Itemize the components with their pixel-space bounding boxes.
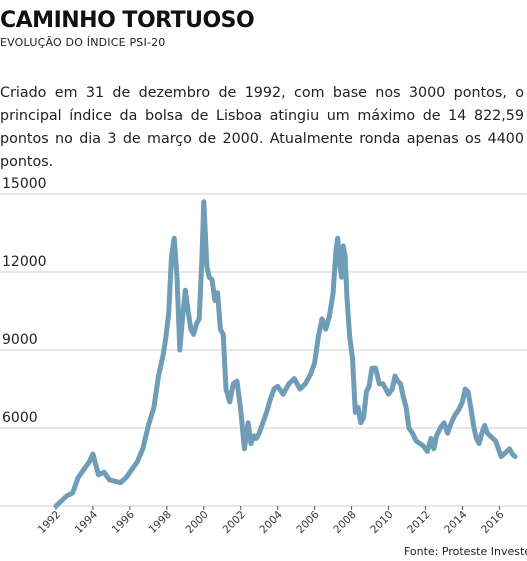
chart-description: Criado em 31 de dezembro de 1992, com ba… xyxy=(0,85,524,170)
series-line xyxy=(53,199,518,509)
y-tick-label: 12000 xyxy=(2,254,47,270)
x-tick-label: 1998 xyxy=(147,509,174,536)
x-tick-label: 1996 xyxy=(110,508,138,536)
x-tick-label: 2004 xyxy=(257,508,285,536)
x-tick-label: 2000 xyxy=(184,509,211,536)
x-tick-label: 2012 xyxy=(405,509,432,536)
series-group xyxy=(53,199,518,509)
x-tick-label: 1994 xyxy=(73,508,101,536)
y-axis-ticks: 15000 12000 9000 6000 xyxy=(2,176,47,426)
y-tick-label: 9000 xyxy=(2,332,38,348)
x-tick-label: 2002 xyxy=(220,509,247,536)
x-tick-label: 1992 xyxy=(36,509,63,536)
x-tick-label: 2006 xyxy=(294,508,322,536)
x-tick-label: 2016 xyxy=(479,508,507,536)
x-tick-label: 2008 xyxy=(331,509,358,536)
gridlines xyxy=(0,193,527,507)
source-note: Fonte: Proteste Investe xyxy=(404,545,527,558)
y-tick-label: 15000 xyxy=(2,176,47,192)
x-axis-ticks: 1992 1994 1996 1998 2000 2002 2004 2006 2008 2010… xyxy=(36,506,507,536)
y-tick-label: 6000 xyxy=(2,410,38,426)
x-tick-label: 2010 xyxy=(368,509,395,536)
chart-title: CAMINHO TORTUOSO xyxy=(0,8,255,33)
chart-subtitle: EVOLUÇÃO DO ÍNDICE PSI-20 xyxy=(0,36,166,49)
x-tick-label: 2014 xyxy=(442,508,470,536)
